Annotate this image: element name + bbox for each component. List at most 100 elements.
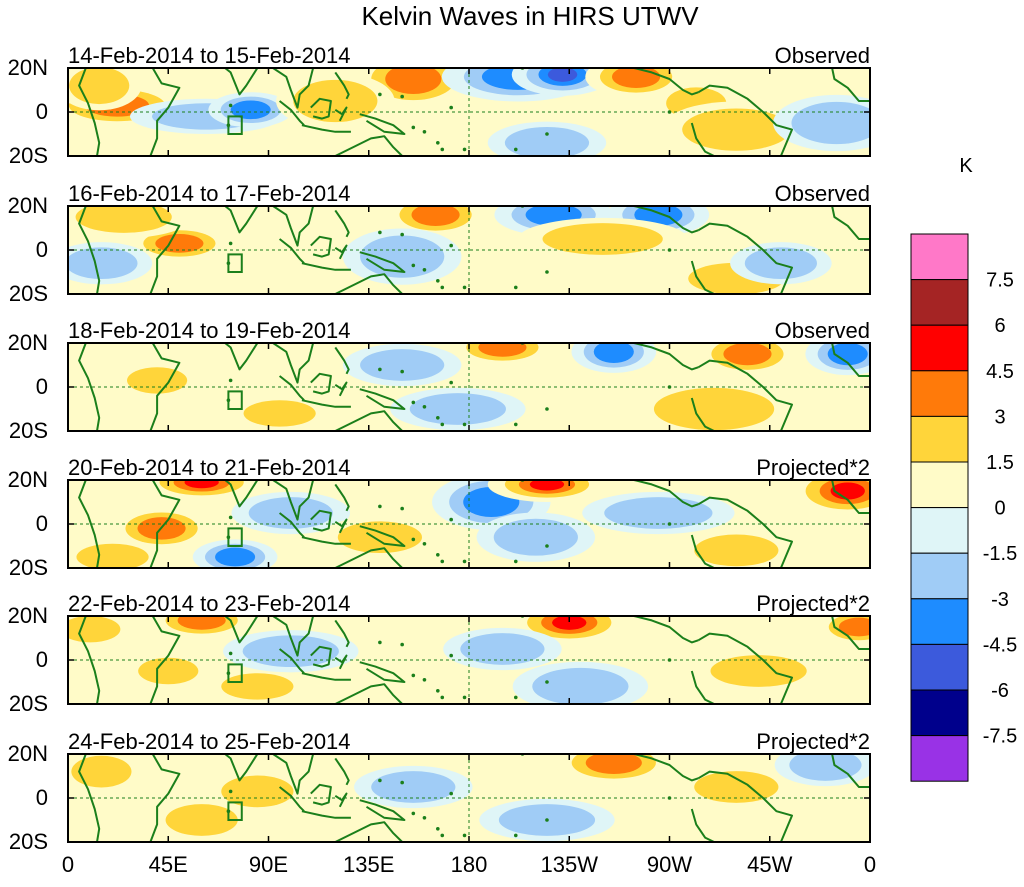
coastline — [301, 536, 351, 545]
coastline — [310, 783, 332, 806]
panel-period-label: 18-Feb-2014 to 19-Feb-2014 — [68, 318, 351, 343]
anomaly-core — [838, 617, 870, 637]
anomaly-outer — [221, 673, 294, 700]
coastlines — [78, 616, 870, 704]
panel-kind-label: Projected*2 — [756, 591, 870, 616]
panel-period-label: 20-Feb-2014 to 21-Feb-2014 — [68, 455, 351, 480]
anomaly-peak — [552, 616, 587, 630]
island-dot — [513, 285, 518, 290]
coastline — [278, 512, 305, 538]
coastline — [272, 480, 315, 521]
panel-4: 20N 0 20S 20-Feb-2014 to 21-Feb-2014 Project… — [8, 455, 871, 580]
island-dot — [462, 147, 467, 152]
coastline — [310, 509, 332, 532]
island-dot — [462, 285, 467, 290]
colorbar-label: 3 — [994, 406, 1005, 428]
island-dot — [449, 380, 453, 385]
panel-period-label: 22-Feb-2014 to 23-Feb-2014 — [68, 591, 351, 616]
island-dot — [436, 553, 440, 557]
x-tick-label: 135W — [541, 852, 599, 877]
coastline — [278, 786, 305, 812]
anomaly-outer — [542, 223, 663, 255]
island-dot — [436, 279, 440, 283]
colorbar-label: -7.5 — [983, 726, 1017, 748]
anomaly-peak — [529, 480, 565, 491]
y-tick-label: 0 — [36, 237, 48, 262]
island-dot — [400, 232, 404, 237]
coastline — [78, 343, 101, 431]
coastline — [633, 754, 699, 782]
y-tick-label: 0 — [36, 511, 48, 536]
island-dot — [545, 132, 549, 136]
coastline — [334, 619, 350, 648]
region-box — [227, 663, 243, 684]
coastline — [272, 343, 315, 384]
chart-title: Kelvin Waves in HIRS UTWV — [361, 1, 699, 31]
coastline — [301, 399, 351, 408]
coastline — [690, 808, 715, 842]
x-tick-label: 45E — [149, 852, 188, 877]
island-dot — [513, 422, 518, 427]
x-tick-label: 0 — [864, 852, 876, 877]
colorbar-swatch — [910, 552, 969, 600]
island-dot — [436, 416, 440, 420]
x-tick-label: 45W — [747, 852, 792, 877]
panel-period-label: 24-Feb-2014 to 25-Feb-2014 — [68, 729, 351, 754]
coastline — [149, 68, 181, 156]
region-box — [227, 801, 243, 822]
colorbar-swatch — [910, 279, 969, 326]
coastline — [690, 397, 715, 431]
island-dot — [400, 642, 404, 647]
anomaly-core — [612, 68, 661, 89]
anomaly-outer — [371, 771, 456, 803]
island-dot — [228, 378, 233, 383]
panel-period-label: 16-Feb-2014 to 17-Feb-2014 — [68, 181, 351, 206]
anomaly-peak — [184, 480, 219, 489]
island-dot — [449, 105, 453, 110]
anomaly-outer — [653, 387, 775, 431]
y-tick-label: 20N — [8, 193, 48, 218]
island-dot — [378, 230, 382, 235]
coastline — [310, 97, 332, 120]
island-dot — [228, 789, 233, 794]
island-dot — [411, 125, 416, 130]
y-tick-label: 20N — [8, 330, 48, 355]
island-dot — [378, 640, 382, 645]
panel-5: 20N 0 20S 22-Feb-2014 to 23-Feb-2014 Project… — [8, 591, 871, 716]
panel-kind-label: Observed — [775, 181, 870, 206]
coastline — [697, 359, 793, 431]
coastline — [334, 483, 350, 512]
island-dot — [462, 422, 467, 427]
island-dot — [436, 827, 440, 831]
anomaly-outer — [532, 667, 629, 704]
coastline — [223, 68, 261, 96]
panel-kind-label: Projected*2 — [756, 455, 870, 480]
island-dot — [228, 515, 233, 520]
coastline — [223, 754, 261, 782]
colorbar-unit-label: K — [959, 155, 973, 177]
coastline — [633, 206, 699, 234]
island-dot — [422, 268, 427, 272]
coastline — [359, 799, 406, 821]
anomaly-outer — [165, 804, 238, 836]
island-dot — [545, 544, 549, 548]
anomaly-outer — [504, 126, 590, 156]
anomaly-outer — [243, 400, 316, 427]
anomaly-outer — [682, 108, 791, 151]
coastline — [223, 206, 261, 234]
anomaly-outer — [68, 247, 138, 280]
island-dot — [436, 141, 440, 145]
colorbar-swatch — [910, 233, 969, 281]
coastline — [78, 68, 101, 156]
x-tick-label: 90W — [647, 852, 692, 877]
anomaly-field — [68, 206, 832, 294]
y-tick-label: 20N — [8, 603, 48, 628]
coastlines — [78, 206, 870, 294]
island-dot — [422, 405, 427, 409]
colorbar: K 7.5 6 4.5 3 1.5 0 -1.5 -3 -4.5 -6 -7.5 — [910, 155, 1017, 782]
coastline — [334, 135, 403, 156]
island-dot — [378, 92, 382, 97]
colorbar-label: 4.5 — [986, 361, 1014, 383]
coastline — [334, 547, 403, 568]
colorbar-label: -6 — [991, 680, 1009, 702]
